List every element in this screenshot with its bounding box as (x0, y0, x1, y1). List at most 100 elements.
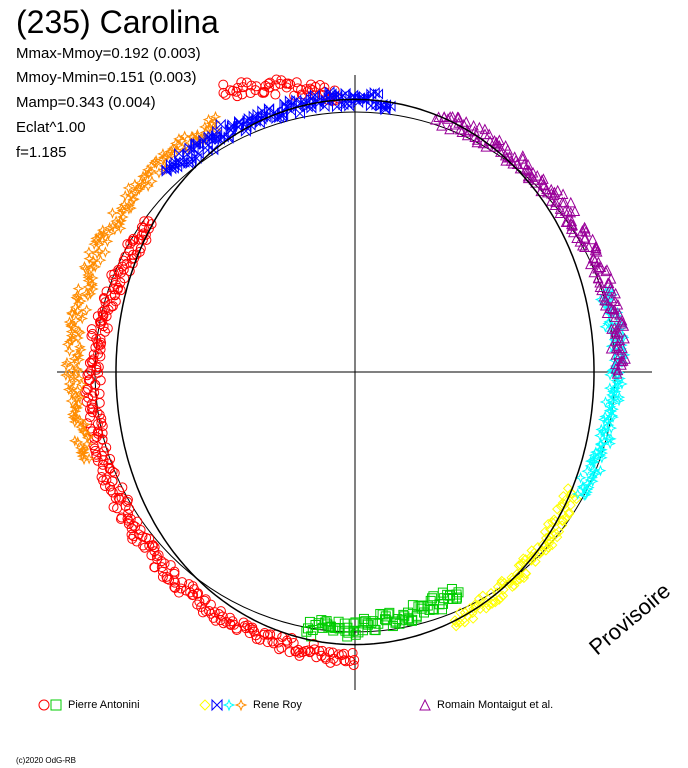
data-point (549, 199, 561, 211)
data-point (236, 77, 247, 88)
data-point (513, 560, 525, 571)
data-point (385, 100, 396, 112)
data-point (87, 260, 99, 272)
data-point (586, 475, 599, 488)
data-point (215, 606, 226, 617)
data-point (157, 571, 168, 582)
data-point (169, 566, 180, 577)
data-point (387, 621, 398, 632)
data-point (98, 292, 109, 303)
data-point (494, 134, 505, 146)
data-point (540, 532, 552, 544)
data-point (571, 232, 582, 244)
data-point (471, 134, 483, 145)
data-point (106, 220, 119, 233)
data-point (80, 387, 91, 398)
data-point (113, 492, 124, 503)
data-point (539, 526, 551, 538)
data-point (68, 434, 81, 447)
data-point (480, 141, 492, 152)
data-point (106, 207, 119, 219)
data-point (616, 355, 628, 367)
data-point (82, 274, 95, 287)
data-point (619, 332, 630, 344)
data-point (579, 488, 592, 501)
data-point (571, 488, 584, 500)
data-point (323, 622, 334, 633)
data-point (156, 562, 167, 573)
data-point (339, 655, 350, 666)
legend-marker-star (222, 698, 236, 712)
data-point (557, 514, 568, 526)
data-point (606, 323, 617, 334)
data-point (557, 497, 568, 509)
data-point (304, 616, 315, 627)
data-point (94, 409, 105, 420)
data-point (107, 487, 118, 498)
data-point (517, 150, 529, 161)
data-point (72, 282, 85, 295)
legend-marker-bowtie (211, 698, 223, 712)
data-point (61, 356, 73, 369)
data-point (97, 228, 110, 241)
legend-label-pierre-antonini: Pierre Antonini (68, 699, 140, 711)
data-point (121, 258, 132, 269)
data-point (169, 582, 180, 593)
data-point (309, 89, 320, 101)
data-point (91, 334, 102, 345)
data-point (302, 101, 313, 113)
data-point (251, 633, 262, 644)
data-point (276, 75, 287, 86)
data-point (81, 396, 92, 407)
data-point (83, 252, 96, 265)
data-point (244, 628, 255, 639)
data-point (86, 330, 97, 341)
data-point (107, 466, 118, 477)
data-point (85, 423, 96, 434)
data-point (267, 636, 278, 647)
data-point (142, 180, 155, 193)
data-point (76, 312, 89, 325)
data-point (153, 167, 165, 179)
data-point (418, 601, 429, 612)
data-point (77, 423, 89, 436)
data-point (291, 94, 302, 106)
data-point (461, 129, 473, 141)
data-point (340, 87, 351, 100)
data-point (114, 222, 127, 235)
data-point (588, 266, 600, 278)
data-point (212, 125, 223, 138)
data-point (114, 486, 125, 497)
data-point (610, 311, 621, 322)
data-point (270, 89, 281, 100)
data-point (191, 137, 202, 150)
data-point (70, 391, 83, 404)
data-point (610, 363, 622, 374)
data-point (340, 625, 351, 636)
data-point (618, 320, 630, 331)
data-point (96, 224, 109, 237)
data-point (515, 559, 526, 571)
page-title: (235) Carolina (16, 4, 219, 40)
data-point (101, 286, 112, 297)
data-point (72, 398, 85, 410)
data-point (306, 85, 317, 96)
data-point (394, 618, 405, 629)
data-point (97, 306, 108, 317)
stat-f: f=1.185 (16, 144, 67, 161)
data-point (604, 368, 616, 381)
data-point (85, 412, 96, 423)
data-point (146, 219, 157, 230)
data-point (549, 186, 560, 198)
data-point (200, 594, 211, 605)
data-point (127, 533, 138, 544)
data-point (71, 436, 84, 448)
copyright: (c)2020 OdG-RB (16, 756, 77, 765)
data-point (178, 130, 191, 143)
data-point (350, 617, 361, 628)
data-point (550, 516, 561, 527)
data-point (574, 471, 587, 484)
data-point (186, 153, 197, 165)
data-point (339, 648, 350, 659)
data-point (83, 452, 95, 465)
